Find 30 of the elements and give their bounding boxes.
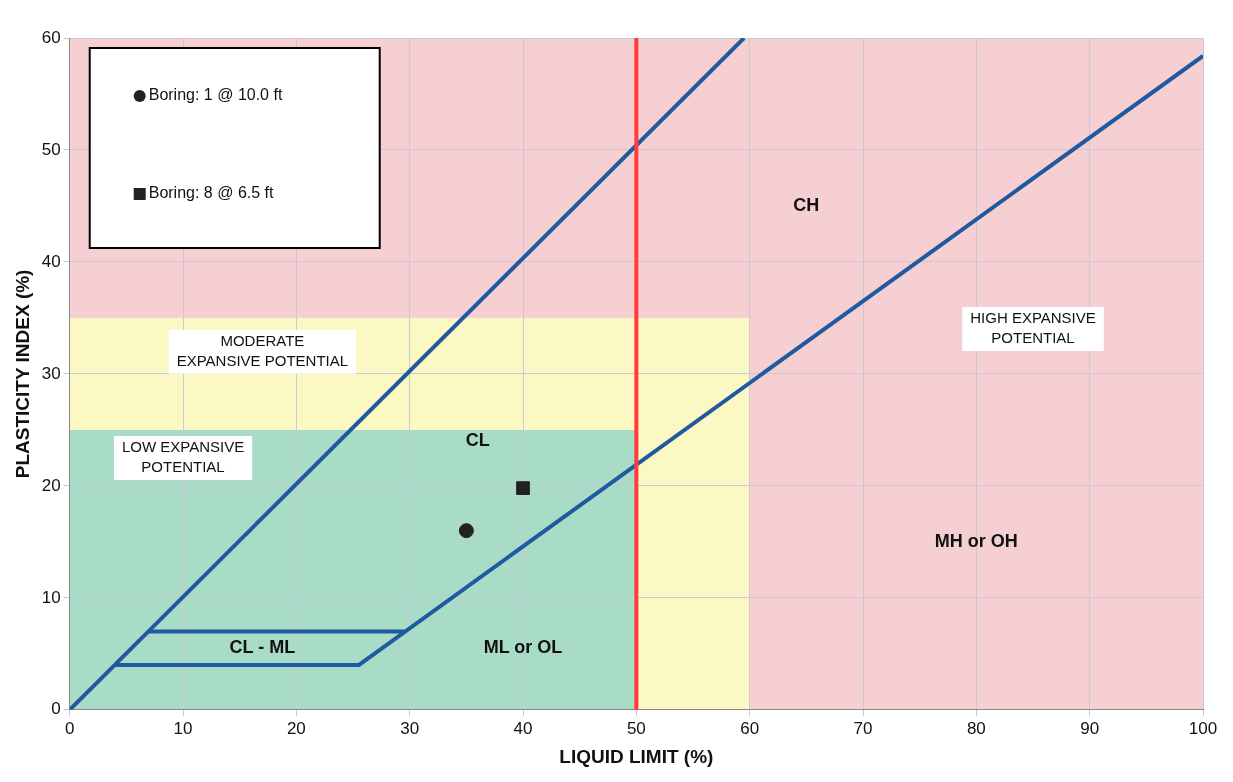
y-tick-label: 60: [41, 27, 61, 47]
legend-label: Boring: 8 @ 6.5 ft: [148, 184, 275, 202]
y-tick-label: 40: [41, 251, 61, 271]
legend-label: Boring: 1 @ 10.0 ft: [148, 86, 283, 104]
band-label: HIGH EXPANSIVE POTENTIAL: [970, 309, 1096, 347]
y-tick-label: 30: [41, 363, 61, 383]
x-tick-label: 30: [400, 718, 420, 738]
y-tick-label: 20: [41, 475, 61, 495]
x-tick-label: 40: [513, 718, 533, 738]
y-tick-label: 0: [51, 699, 61, 719]
x-tick-label: 70: [853, 718, 873, 738]
x-tick-label: 80: [966, 718, 986, 738]
x-tick-label: 60: [740, 718, 760, 738]
x-tick-label: 50: [626, 718, 646, 738]
band-label: LOW EXPANSIVE POTENTIAL: [121, 438, 245, 476]
annotation: ML or OL: [483, 636, 563, 657]
x-tick-label: 90: [1080, 718, 1100, 738]
annotation: CL: [465, 430, 490, 451]
annotation: CH: [793, 194, 820, 215]
y-axis-title: PLASTICITY INDEX (%): [11, 269, 33, 479]
x-axis-title: LIQUID LIMIT (%): [559, 745, 714, 767]
x-tick-label: 20: [286, 718, 306, 738]
y-tick-label: 50: [41, 139, 61, 159]
annotation: MH or OH: [934, 530, 1018, 551]
x-tick-label: 0: [64, 718, 75, 738]
x-tick-label: 10: [173, 718, 193, 738]
x-tick-label: 100: [1188, 718, 1218, 738]
y-tick-label: 10: [41, 587, 61, 607]
annotation: CL - ML: [229, 636, 296, 657]
band-label: MODERATE EXPANSIVE POTENTIAL: [176, 331, 349, 369]
